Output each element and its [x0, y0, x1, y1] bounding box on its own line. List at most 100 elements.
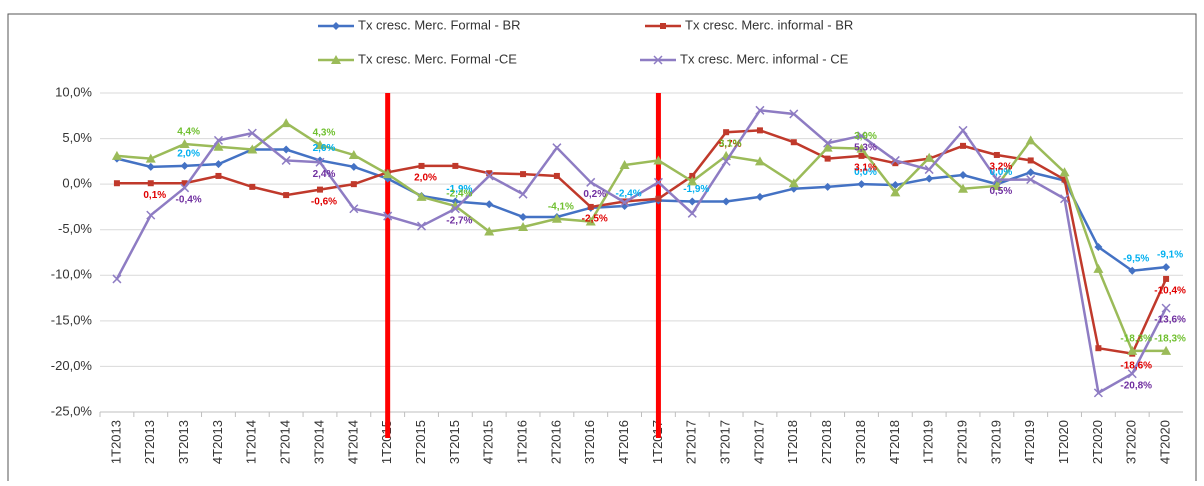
- marker: [1059, 167, 1070, 177]
- marker: [113, 180, 120, 187]
- marker: [111, 150, 122, 160]
- marker: [382, 169, 393, 179]
- chart-frame: [7, 13, 1197, 485]
- marker: [520, 171, 527, 178]
- marker: [892, 160, 899, 167]
- data-label: 2,6%: [313, 143, 336, 154]
- marker: [147, 180, 154, 187]
- marker: [1093, 263, 1104, 273]
- marker: [858, 152, 865, 159]
- data-label: -18,3%: [1154, 334, 1186, 345]
- marker: [416, 191, 427, 201]
- x-tick-label: 1T2014: [244, 420, 259, 464]
- marker: [1162, 263, 1171, 272]
- marker: [486, 170, 493, 177]
- legend-label: Tx cresc. Merc. Formal - BR: [358, 17, 521, 32]
- data-label: -0,4%: [176, 194, 202, 205]
- x-tick-label: 2T2015: [413, 420, 428, 464]
- marker: [689, 172, 696, 179]
- x-tick-label: 1T2018: [785, 420, 800, 464]
- data-label: -0,6%: [311, 196, 337, 207]
- marker: [824, 155, 831, 162]
- marker: [822, 142, 833, 152]
- data-label: 5,7%: [719, 139, 742, 150]
- x-tick-label: 4T2013: [210, 420, 225, 464]
- data-label: 0,2%: [583, 189, 606, 200]
- x-tick-label: 1T2017: [650, 420, 665, 464]
- marker: [958, 125, 968, 135]
- marker: [1095, 345, 1102, 352]
- marker: [179, 139, 190, 149]
- marker: [348, 149, 359, 159]
- series-line: [116, 148, 1167, 273]
- marker: [620, 197, 630, 207]
- marker: [653, 55, 663, 65]
- data-label: 5,3%: [854, 142, 877, 153]
- x-tick-label: 3T2013: [176, 420, 191, 464]
- marker: [180, 161, 189, 170]
- marker: [332, 22, 340, 30]
- data-label: -18,3%: [1120, 334, 1152, 345]
- marker: [215, 172, 222, 179]
- legend-label: Tx cresc. Merc. Formal -CE: [358, 51, 517, 66]
- marker: [1061, 176, 1068, 183]
- marker: [754, 156, 765, 166]
- marker: [823, 138, 833, 148]
- data-label: 3,1%: [854, 163, 877, 174]
- marker: [281, 155, 291, 165]
- marker: [331, 55, 341, 64]
- data-label: -20,8%: [1120, 380, 1152, 391]
- marker: [283, 192, 290, 199]
- marker: [418, 162, 425, 169]
- marker: [1161, 303, 1171, 313]
- y-tick-label: -25,0%: [51, 403, 93, 418]
- marker: [349, 162, 358, 171]
- marker: [655, 195, 662, 202]
- x-tick-label: 4T2016: [616, 420, 631, 464]
- marker: [1127, 345, 1138, 355]
- marker: [416, 221, 427, 231]
- data-label: 4,4%: [177, 127, 200, 138]
- marker: [925, 174, 934, 183]
- marker: [756, 127, 763, 134]
- data-label: 0,1%: [143, 190, 166, 201]
- x-tick-label: 3T2017: [718, 420, 733, 464]
- x-tick-label: 1T2020: [1056, 420, 1071, 464]
- data-label: -2,5%: [582, 214, 608, 225]
- y-tick-label: 0,0%: [62, 176, 92, 191]
- data-label: 0,0%: [854, 167, 877, 178]
- x-tick-label: 4T2018: [887, 420, 902, 464]
- marker: [383, 211, 393, 221]
- x-tick-label: 4T2014: [345, 420, 360, 464]
- data-label: -18,6%: [1120, 360, 1152, 371]
- marker: [755, 105, 765, 115]
- marker: [1026, 168, 1035, 177]
- x-tick-label: 3T2020: [1124, 420, 1139, 464]
- marker: [450, 204, 460, 214]
- marker: [484, 171, 494, 181]
- marker: [213, 135, 223, 145]
- data-label: -1,9%: [683, 184, 709, 195]
- y-tick-label: -20,0%: [51, 358, 93, 373]
- data-label: -13,6%: [1154, 315, 1186, 326]
- marker: [755, 192, 764, 201]
- marker: [653, 155, 664, 165]
- marker: [484, 226, 495, 236]
- marker: [1026, 175, 1036, 185]
- data-label: -4,1%: [548, 201, 574, 212]
- marker: [587, 203, 594, 210]
- marker: [282, 145, 291, 154]
- marker: [316, 186, 323, 193]
- data-label: -10,4%: [1154, 286, 1186, 297]
- marker: [721, 156, 731, 166]
- x-tick-label: 1T2019: [921, 420, 936, 464]
- marker: [960, 142, 967, 149]
- marker: [789, 109, 799, 119]
- x-tick-label: 3T2018: [853, 420, 868, 464]
- data-label: -2,4%: [616, 189, 642, 200]
- marker: [660, 23, 666, 29]
- x-tick-label: 3T2014: [311, 420, 326, 464]
- marker: [315, 157, 325, 167]
- marker: [823, 182, 832, 191]
